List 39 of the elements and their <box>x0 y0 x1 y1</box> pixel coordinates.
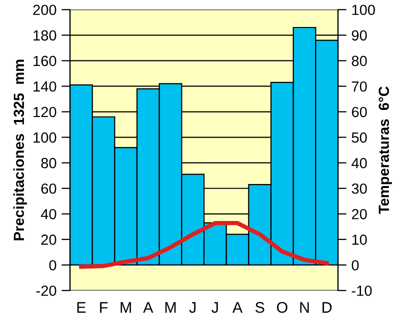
x-tick-label: A <box>232 302 243 313</box>
y2-tick-label: 40 <box>352 158 367 168</box>
y2-tick-label: 30 <box>352 183 367 194</box>
x-tick-label: M <box>165 302 176 313</box>
x-tick-label: A <box>143 302 154 313</box>
y2-tick-label: 10 <box>352 234 367 245</box>
line-series <box>79 221 329 269</box>
y2-tick-label: 60 <box>352 106 367 118</box>
x-tick-label: D <box>322 302 332 313</box>
x-tick-label: M <box>120 302 131 313</box>
y2-tick-label: 70 <box>352 81 367 92</box>
y-tick-label: 120 <box>34 106 56 118</box>
y-axis-title: Precipitaciones 1325 mm <box>13 60 27 240</box>
y2-tick-label: 100 <box>352 4 375 16</box>
x-tick-label: E <box>77 302 86 313</box>
y2-tick-label: 20 <box>352 209 367 220</box>
y-tick-label: 40 <box>40 209 56 220</box>
x-tick-label: J <box>212 302 218 313</box>
y2-tick-label: 50 <box>352 132 367 143</box>
y-tick-label: 200 <box>33 4 56 16</box>
x-tick-label: O <box>276 302 288 313</box>
y-tick-label: 20 <box>41 234 56 245</box>
y-tick-label: 0 <box>49 260 56 270</box>
y2-tick-label: 0 <box>352 260 359 270</box>
x-tick-label: J <box>189 302 196 313</box>
y-tick-label: 80 <box>41 158 56 168</box>
y-tick-label: 140 <box>34 81 56 92</box>
x-tick-label: F <box>100 302 108 313</box>
y-tick-label: 60 <box>41 183 56 194</box>
x-tick-label: N <box>300 302 309 313</box>
y-tick-label: 100 <box>34 132 56 143</box>
y2-axis-title: Temperaturas 6°C <box>378 86 392 214</box>
y2-tick-label: -10 <box>352 286 372 296</box>
y-tick-label: 180 <box>34 30 56 41</box>
y2-tick-label: 80 <box>352 56 367 66</box>
x-tick-label: S <box>255 302 264 313</box>
y-tick-label: -20 <box>36 286 56 296</box>
y2-tick-label: 90 <box>352 30 367 41</box>
y-tick-label: 160 <box>34 56 56 66</box>
